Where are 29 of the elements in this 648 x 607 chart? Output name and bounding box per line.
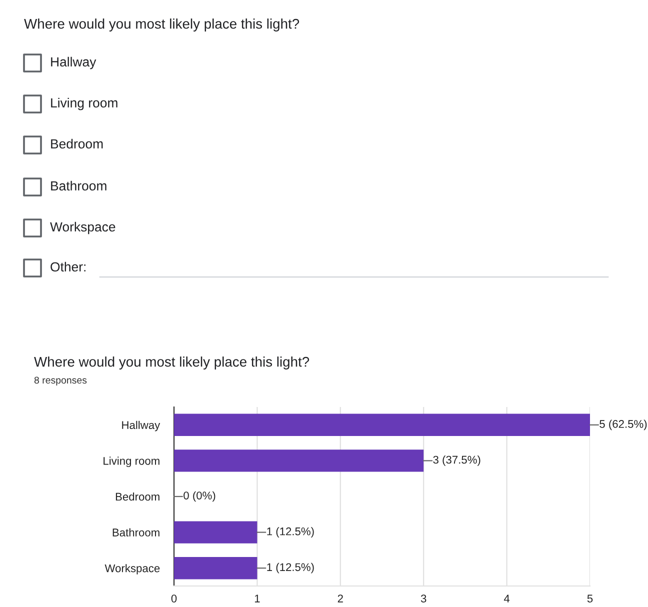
data-label: 1 (12.5%) [267,527,314,538]
bar [174,557,258,580]
data-label: 3 (37.5%) [433,456,480,466]
text: Bedroom [51,138,103,149]
chart-title: Where would you most likely place this light? [34,356,310,370]
x-tick-label: 2 [338,594,343,602]
text: Hallway [51,56,96,70]
bar [174,450,424,472]
x-tick-label: 3 [420,594,426,602]
text: Workspace [50,222,116,234]
y-tick-label: Living room [104,456,160,468]
data-label: 1 (12.5%) [267,562,314,574]
text: Living room [51,98,118,110]
x-tick-label: 0 [171,594,177,602]
y-tick-label: Bedroom [116,492,160,501]
bar [174,414,590,436]
data-label: 0 (0%) [184,491,216,502]
x-tick-label: 1 [254,594,260,602]
bar [174,521,258,544]
x-tick-label: 5 [587,594,593,602]
y-tick-label: Workspace [104,564,160,574]
text: Bathroom [51,180,106,191]
text: Other: [50,262,86,272]
data-label: 5 (62.5%) [600,420,647,430]
text: Where would you most likely place this light? [24,18,300,32]
x-tick-label: 4 [504,594,510,602]
y-tick-label: Hallway [122,420,160,432]
text: 8 responses [34,376,87,386]
y-tick-label: Bathroom [112,528,160,536]
